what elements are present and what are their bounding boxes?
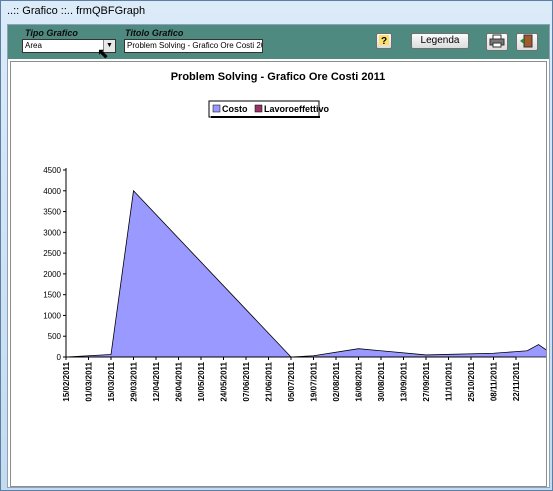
y-tick-label: 4000 (43, 187, 61, 196)
legend-swatch (254, 104, 263, 113)
form-client: Tipo Grafico Area ▼ Titolo Grafico Probl… (7, 24, 553, 488)
x-tick-label: 26/04/2011 (175, 361, 184, 401)
svg-text:?: ? (381, 36, 387, 46)
y-tick-label: 1000 (43, 311, 61, 320)
x-tick-label: 29/03/2011 (130, 361, 139, 401)
help-icon: ? (379, 35, 389, 47)
y-tick-label: 500 (48, 332, 62, 341)
chart-panel: Problem Solving - Grafico Ore Costi 2011… (10, 61, 553, 487)
x-tick-label: 22/11/2011 (512, 361, 521, 401)
y-tick-label: 4500 (43, 166, 61, 175)
toolbar: Tipo Grafico Area ▼ Titolo Grafico Probl… (8, 25, 549, 59)
legenda-button[interactable]: Legenda (411, 33, 469, 49)
x-tick-label: 21/06/2011 (265, 361, 274, 401)
chart-legend: Costo Lavoroeffettivo (208, 100, 330, 118)
x-tick-label: 15/03/2011 (107, 361, 116, 401)
x-tick-label: 11/10/2011 (445, 361, 454, 401)
y-tick-label: 1500 (43, 291, 61, 300)
chevron-down-icon[interactable]: ▼ (103, 40, 115, 52)
tipo-grafico-label: Tipo Grafico (25, 28, 78, 38)
y-tick-label: 2500 (43, 249, 61, 258)
x-tick-label: 12/04/2011 (152, 361, 161, 401)
area-chart: Problem Solving - Grafico Ore Costi 2011… (43, 71, 553, 402)
mouse-cursor-icon: ⬉ (97, 45, 109, 61)
legend-label: Costo (222, 104, 248, 114)
x-tick-label: 27/09/2011 (422, 361, 431, 401)
exit-door-icon (520, 34, 533, 48)
x-tick-label: 19/07/2011 (310, 361, 319, 401)
x-tick-label: 13/09/2011 (400, 361, 409, 401)
y-tick-label: 3500 (43, 208, 61, 217)
chart-title: Problem Solving - Grafico Ore Costi 2011 (171, 71, 386, 83)
y-tick-label: 2000 (43, 270, 61, 279)
x-tick-label: 10/05/2011 (197, 361, 206, 401)
printer-icon (489, 34, 505, 48)
help-button[interactable]: ? (376, 33, 392, 49)
x-tick-label: 05/07/2011 (287, 361, 296, 401)
print-button[interactable] (486, 33, 508, 51)
window-title: ..:: Grafico ::.. frmQBFGraph (7, 5, 146, 17)
x-tick-label: 02/08/2011 (332, 361, 341, 401)
x-tick-label: 16/08/2011 (355, 361, 364, 401)
x-tick-label: 08/11/2011 (490, 361, 499, 401)
legend-label: Lavoroeffettivo (264, 104, 330, 114)
series-area-costo (65, 189, 553, 358)
titolo-grafico-value: Problem Solving - Grafico Ore Costi 2011 (127, 41, 263, 50)
x-tick-label: 15/02/2011 (62, 361, 71, 401)
titolo-grafico-input[interactable]: Problem Solving - Grafico Ore Costi 2011 (124, 39, 263, 53)
exit-button[interactable] (516, 33, 538, 51)
title-bar: ..:: Grafico ::.. frmQBFGraph (1, 1, 552, 21)
y-tick-label: 0 (57, 353, 62, 362)
x-tick-label: 24/05/2011 (220, 361, 229, 401)
x-tick-label: 07/06/2011 (242, 361, 251, 401)
x-tick-label: 25/10/2011 (467, 361, 476, 401)
legend-swatch (212, 104, 221, 113)
y-tick-label: 3000 (43, 228, 61, 237)
tipo-grafico-select[interactable]: Area ▼ (22, 39, 116, 53)
x-tick-label: 01/03/2011 (85, 361, 94, 401)
titolo-grafico-label: Titolo Grafico (125, 28, 184, 38)
x-tick-label: 30/08/2011 (377, 361, 386, 401)
tipo-grafico-value: Area (25, 41, 42, 50)
